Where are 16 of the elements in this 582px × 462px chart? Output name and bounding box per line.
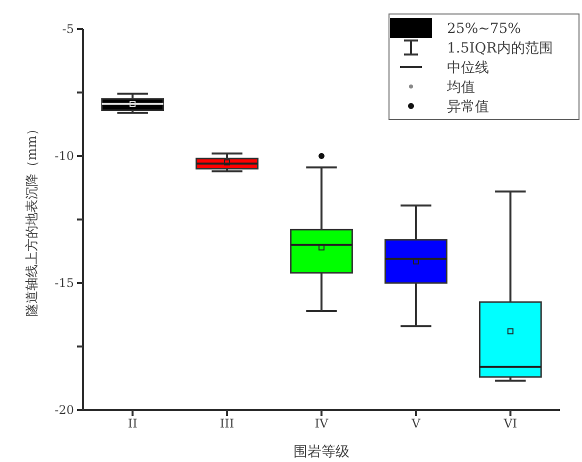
y-tick-label: -10 [54,148,74,163]
x-tick-label: V [410,416,421,431]
y-tick-label: -20 [54,402,74,417]
annotation: 1.5IQR内的范围 [447,40,553,56]
y-tick-label: -15 [54,276,74,290]
x-tick-label: II [128,416,138,431]
legend-label: 25%~75% [447,21,521,37]
x-tick-label: III [220,416,234,431]
x-tick-label: VI [502,416,518,431]
y-axis-title: 隧道轴线上方的地表沉降（mm） [24,122,40,316]
x-axis-title: 围岩等级 [294,444,350,460]
y-tick-label: -5 [62,22,74,36]
annotation: 中位线 [447,60,489,76]
annotation: 均值 [446,80,475,96]
x-tick-label: IV [314,416,329,431]
annotation: 异常值 [447,99,489,115]
